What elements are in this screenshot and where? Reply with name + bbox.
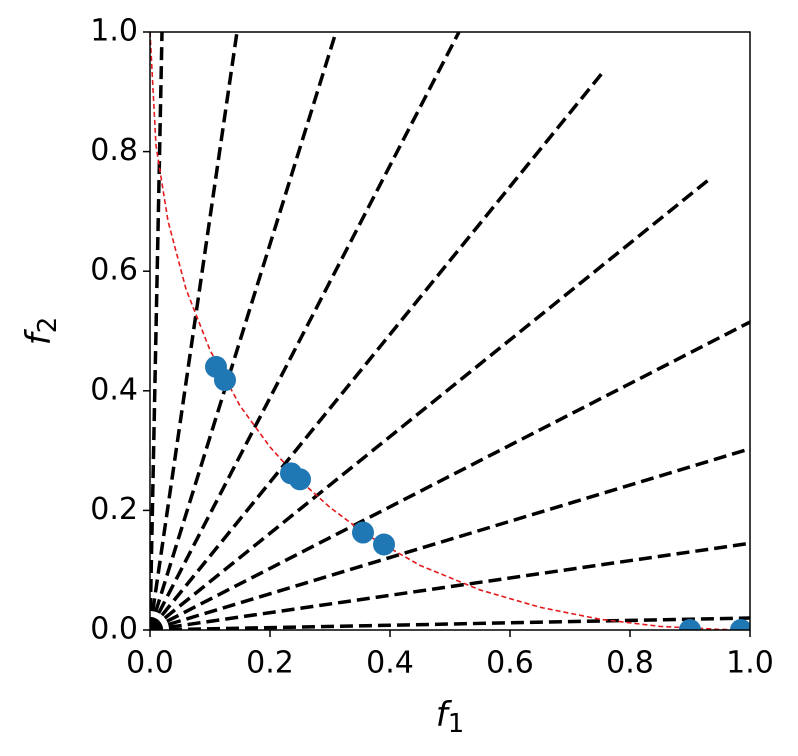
ray-line	[150, 32, 164, 630]
front-curve	[150, 32, 750, 630]
point	[352, 521, 374, 544]
x-tick-label: 0.8	[606, 646, 654, 681]
x-axis-label: f1	[436, 695, 465, 739]
ray-line	[150, 32, 338, 630]
ray-line	[150, 541, 750, 630]
ray-line	[150, 447, 750, 630]
y-tick-label: 0.2	[90, 492, 138, 527]
x-tick-label: 0.0	[126, 646, 174, 681]
ray-line	[150, 32, 239, 630]
ray-line	[150, 70, 605, 630]
ray-line	[150, 616, 750, 630]
x-tick-label: 0.4	[366, 646, 414, 681]
y-label-subscript: 2	[33, 317, 63, 334]
x-label-subscript: 1	[448, 709, 465, 739]
y-tick-label: 0.8	[90, 133, 138, 168]
y-tick-label: 0.4	[90, 372, 138, 407]
ray-line	[150, 178, 710, 630]
axes-frame	[149, 31, 751, 631]
ray-line	[150, 320, 750, 630]
point	[214, 369, 236, 392]
plot-area	[150, 32, 750, 630]
point	[289, 468, 311, 491]
ray-line	[150, 32, 461, 630]
point	[730, 619, 750, 630]
x-tick-label: 1.0	[726, 646, 774, 681]
y-axis-label: f2	[19, 317, 63, 346]
y-tick-label: 0.6	[90, 253, 138, 288]
x-tick-label: 0.6	[486, 646, 534, 681]
point	[373, 533, 395, 556]
point	[679, 619, 701, 630]
y-tick-label: 0.0	[90, 612, 138, 647]
x-tick-label: 0.2	[246, 646, 294, 681]
y-tick-label: 1.0	[90, 14, 138, 49]
